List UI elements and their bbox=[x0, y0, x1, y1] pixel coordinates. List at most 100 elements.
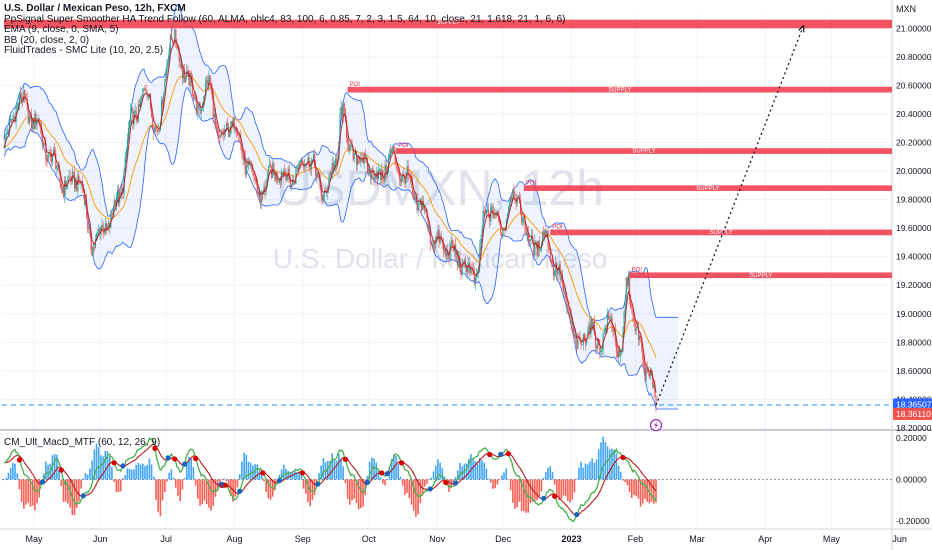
cross-marker bbox=[172, 456, 178, 462]
candle-body bbox=[583, 334, 586, 339]
candle-body bbox=[492, 206, 494, 218]
candle-body bbox=[574, 334, 576, 336]
histogram-bar bbox=[333, 460, 336, 480]
candle bbox=[91, 245, 93, 257]
histogram-bar bbox=[89, 468, 91, 480]
candle bbox=[442, 237, 445, 258]
histogram-bar bbox=[472, 459, 474, 480]
histogram-bar bbox=[483, 462, 485, 480]
candle-body bbox=[253, 174, 255, 176]
candle bbox=[143, 87, 145, 92]
candle bbox=[518, 191, 521, 204]
histogram-bar bbox=[527, 479, 530, 513]
candle bbox=[187, 65, 189, 77]
histogram-bar bbox=[545, 472, 547, 480]
candle-body bbox=[634, 321, 636, 332]
candle-body bbox=[527, 232, 529, 241]
candle-body bbox=[48, 152, 50, 155]
candle bbox=[414, 191, 416, 204]
histogram-bar bbox=[412, 479, 415, 511]
histogram-bar bbox=[406, 479, 408, 493]
candle-body bbox=[344, 108, 347, 121]
candle-body bbox=[113, 200, 115, 212]
legend-indicator-ppsignal[interactable]: PpSignal Super Smoother HA Trend Follow … bbox=[4, 13, 566, 25]
histogram-bar bbox=[567, 479, 569, 502]
candle bbox=[87, 215, 89, 234]
candle bbox=[550, 258, 552, 268]
candle-body bbox=[205, 82, 207, 96]
candle-body bbox=[447, 250, 449, 258]
histogram-bar bbox=[170, 469, 173, 480]
legend-indicator-bb[interactable]: BB (20, close, 2, 0) bbox=[4, 34, 90, 46]
price-unit-label: MXN bbox=[896, 4, 916, 14]
candle-body bbox=[192, 94, 195, 98]
candle bbox=[357, 154, 359, 171]
candle-body bbox=[129, 119, 131, 128]
candle-body bbox=[372, 168, 374, 171]
candle-body bbox=[645, 368, 647, 381]
candle bbox=[536, 241, 538, 260]
candle-body bbox=[348, 143, 350, 152]
chart-legend: U.S. Dollar / Mexican Peso, 12h, FXCM Pp… bbox=[4, 3, 566, 57]
candle-body bbox=[511, 196, 513, 200]
candle bbox=[208, 70, 210, 92]
histogram-bar bbox=[146, 465, 148, 480]
candle-body bbox=[624, 302, 626, 312]
candle-body bbox=[626, 277, 628, 286]
candle-body bbox=[473, 271, 475, 284]
candle-body bbox=[564, 291, 566, 293]
candle-body bbox=[405, 175, 407, 184]
histogram-bar bbox=[84, 472, 87, 480]
candle-body bbox=[132, 108, 134, 125]
macd-pane-title[interactable]: CM_Ult_MacD_MTF (60, 12, 26, 9) bbox=[4, 437, 161, 448]
candle-body bbox=[637, 327, 639, 340]
histogram-bar bbox=[514, 479, 516, 509]
lightning-icon bbox=[654, 421, 658, 429]
candle-body bbox=[131, 108, 133, 110]
candle-body bbox=[47, 154, 49, 163]
macd-cross-markers bbox=[16, 445, 626, 518]
candle bbox=[300, 157, 302, 165]
histogram-bar bbox=[635, 479, 637, 497]
supply-zone-box bbox=[347, 86, 893, 93]
histogram-bar bbox=[190, 458, 193, 480]
candle bbox=[321, 193, 323, 205]
candle-body bbox=[126, 139, 128, 152]
candle bbox=[631, 304, 633, 314]
candle-body bbox=[130, 109, 132, 120]
candle bbox=[599, 339, 601, 359]
candle-body bbox=[433, 244, 435, 248]
candle-body bbox=[352, 147, 354, 160]
candle-body bbox=[105, 223, 108, 231]
price-tick-label: 20.00000 bbox=[896, 166, 932, 176]
candle bbox=[481, 225, 483, 240]
legend-indicator-fluidtrades[interactable]: FluidTrades - SMC Lite (10, 20, 2.5) bbox=[4, 45, 164, 57]
candle-body bbox=[287, 168, 289, 177]
candle-body bbox=[621, 350, 623, 354]
last-price-tag-bg bbox=[893, 398, 932, 411]
candle bbox=[121, 181, 123, 199]
candle-body bbox=[174, 29, 176, 43]
candle-body bbox=[422, 200, 424, 210]
cross-marker bbox=[364, 479, 371, 485]
candle-body bbox=[518, 195, 521, 201]
candle-body bbox=[108, 223, 110, 229]
candle-body bbox=[346, 120, 348, 137]
histogram-bar bbox=[584, 463, 587, 480]
candle bbox=[588, 321, 590, 335]
histogram-bar bbox=[56, 454, 58, 480]
histogram-bar bbox=[133, 469, 135, 480]
candle bbox=[483, 205, 485, 220]
supply-zone: SUPPLY bbox=[4, 19, 892, 29]
legend-indicator-ema[interactable]: EMA (9, close, 0, SMA, 5) bbox=[4, 24, 119, 36]
candle bbox=[69, 169, 71, 185]
histogram-bar bbox=[249, 462, 252, 480]
candle bbox=[129, 119, 131, 129]
histogram-bar bbox=[243, 452, 245, 480]
candle-body bbox=[315, 166, 317, 177]
histogram-bar bbox=[304, 479, 307, 494]
histogram-bar bbox=[456, 470, 459, 480]
candle-body bbox=[427, 218, 429, 229]
cross-marker bbox=[505, 451, 512, 457]
